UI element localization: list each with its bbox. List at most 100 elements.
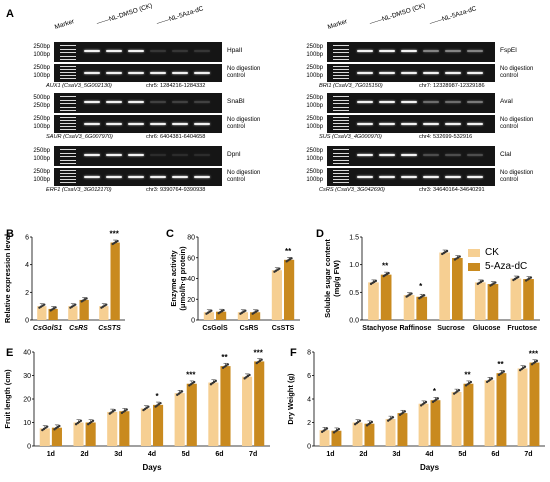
y-axis-label: (mg/g FW) (332, 260, 341, 297)
data-point (147, 405, 150, 408)
ladder-band (333, 126, 349, 127)
data-point (113, 409, 116, 412)
bar (352, 422, 363, 446)
sample-band (467, 101, 483, 103)
gene-label: AUX1 (CsaV3_5G002130) (46, 83, 112, 89)
control-band (357, 176, 373, 178)
control-band (379, 176, 395, 178)
x-axis-label: Days (142, 463, 162, 472)
bar (73, 422, 84, 446)
bp-label: 250bp (306, 65, 323, 71)
data-point (422, 294, 426, 297)
bar (439, 252, 450, 320)
bar (523, 279, 534, 320)
bar (385, 418, 396, 446)
bar (271, 270, 282, 320)
ladder-band (60, 59, 76, 60)
data-point (535, 359, 539, 363)
control-band (106, 123, 122, 125)
bar (430, 400, 441, 446)
gene-label: ERF1 (CsaV3_3G012170) (46, 187, 112, 193)
data-point (374, 279, 378, 283)
y-tick-label: 0 (25, 318, 29, 325)
data-point (517, 275, 520, 279)
ladder-band (333, 163, 349, 164)
ladder-band (60, 117, 76, 118)
y-axis-label: (μmol/h·g protein) (178, 246, 187, 311)
significance-mark: * (155, 392, 159, 401)
bar (140, 408, 151, 446)
control-band (379, 72, 395, 74)
bp-label: 100bp (306, 177, 323, 183)
bar (463, 383, 474, 446)
category-label: 6d (491, 451, 499, 458)
ladder-band (333, 69, 349, 70)
y-tick-label: 30 (23, 373, 31, 380)
y-tick-label: 80 (187, 235, 195, 242)
legend-swatch-aza (468, 263, 480, 271)
no-digestion-label: No digestion control (227, 66, 261, 79)
sample-band (128, 101, 144, 103)
bar (37, 306, 47, 320)
significance-mark: * (433, 387, 437, 396)
y-axis-label: Enzyme activity (169, 250, 178, 307)
ladder-band (60, 179, 76, 180)
legend-label-aza: 5-Aza-dC (485, 261, 528, 272)
sample-band (194, 50, 210, 52)
data-point (159, 401, 162, 405)
bar (319, 430, 330, 446)
gel-digested (54, 146, 222, 166)
bar (364, 423, 375, 446)
ladder-band (60, 170, 76, 171)
control-band (445, 72, 461, 74)
bar (487, 284, 499, 320)
sample-band (172, 50, 188, 52)
bar (51, 427, 62, 446)
no-digestion-label: No digestion control (227, 170, 261, 183)
category-label: Raffinose (399, 325, 431, 332)
sample-band (423, 154, 439, 156)
bar (153, 404, 164, 446)
ladder-band (333, 117, 349, 118)
y-tick-label: 2 (307, 420, 311, 427)
data-point (370, 420, 374, 424)
y-tick-label: 1.5 (349, 235, 359, 242)
data-point (85, 297, 88, 300)
y-tick-label: 0 (307, 444, 311, 451)
no-digestion-label: No digestion control (500, 170, 534, 183)
gel-digested (327, 146, 495, 166)
significance-mark: ** (285, 247, 292, 256)
sample-band (106, 50, 122, 52)
significance-mark: ** (382, 262, 389, 271)
bar (48, 308, 58, 320)
category-label: 4d (425, 451, 433, 458)
category-label: 7d (524, 451, 532, 458)
bar (220, 366, 231, 446)
sample-band (194, 101, 210, 103)
ladder-band (60, 129, 76, 130)
control-band (84, 72, 100, 74)
bar (174, 393, 185, 446)
ladder-band (333, 72, 349, 73)
y-tick-label: 2 (25, 290, 29, 297)
panel-a-label: A (6, 8, 14, 20)
data-point (222, 309, 225, 312)
control-band (467, 72, 483, 74)
sample-band (172, 101, 188, 103)
data-point (424, 400, 428, 404)
control-band (84, 176, 100, 178)
ladder-band (333, 176, 349, 177)
gel-digested (327, 42, 495, 62)
gene-label: SUS (CsaV3_4G000970) (319, 134, 382, 140)
category-label: 2d (80, 451, 88, 458)
data-point (457, 389, 461, 392)
data-point (410, 292, 413, 295)
sample-band (150, 154, 166, 156)
panel-label: C (166, 228, 174, 240)
bp-label: 250bp (33, 116, 50, 122)
panel-label: B (6, 228, 14, 240)
bar (110, 242, 120, 320)
bar (484, 380, 495, 446)
ladder-band (333, 48, 349, 50)
y-tick-label: 0.0 (349, 318, 359, 325)
